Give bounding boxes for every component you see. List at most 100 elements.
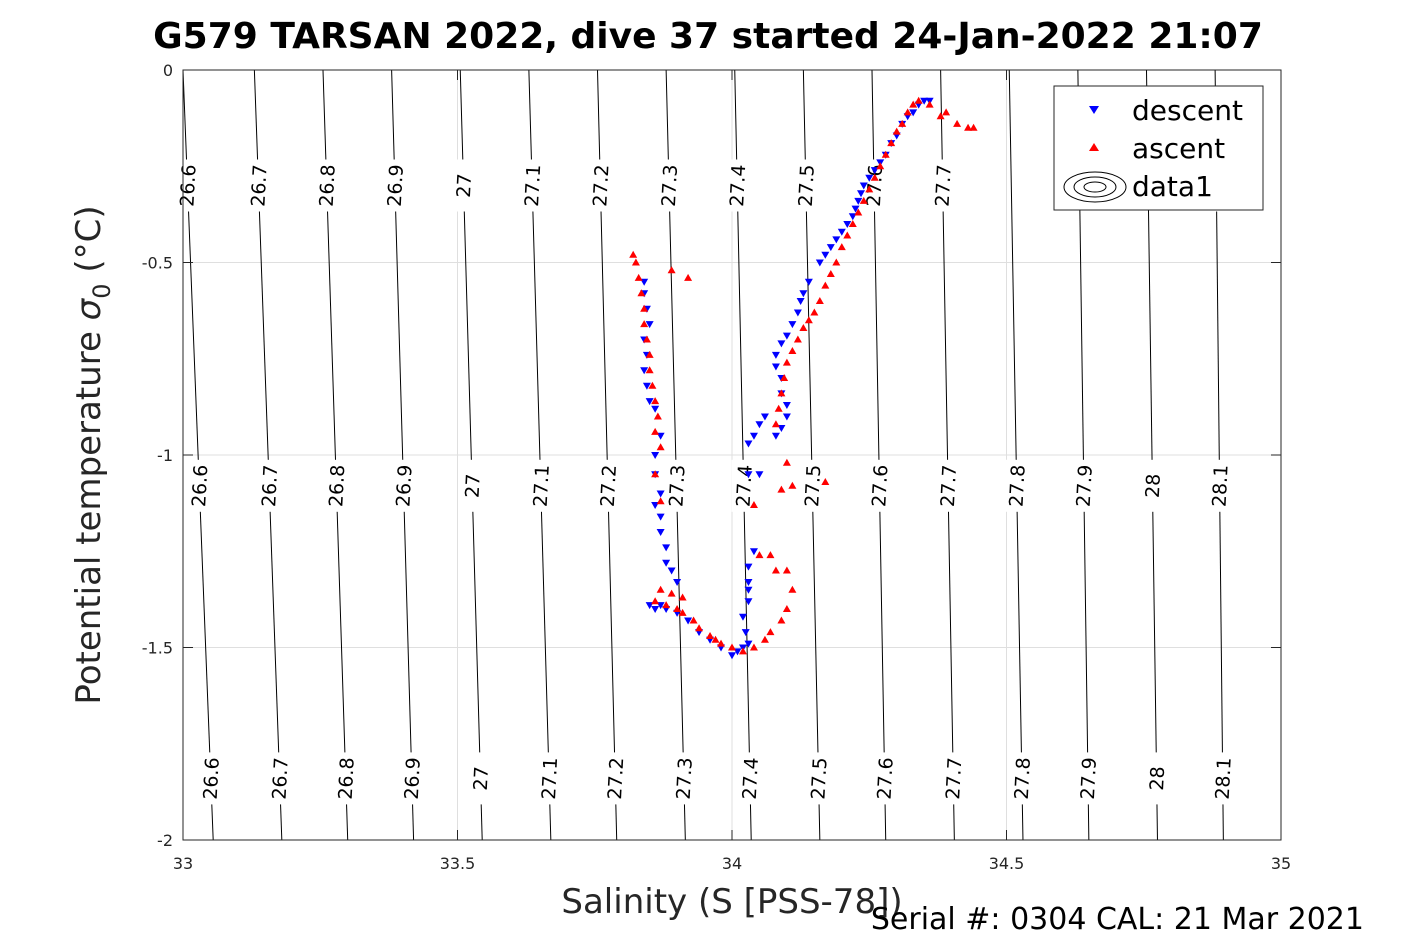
- ascent-point: [854, 208, 863, 216]
- contour-label: 27: [470, 766, 493, 791]
- descent-point: [744, 579, 753, 587]
- ascent-point: [782, 458, 791, 466]
- x-tick-label: 35: [1271, 854, 1291, 873]
- descent-point: [771, 351, 780, 359]
- contour-label: 26.6: [176, 164, 200, 207]
- descent-point: [684, 617, 693, 625]
- chart-title: G579 TARSAN 2022, dive 37 started 24-Jan…: [153, 16, 1263, 57]
- contour-label: 27.8: [1011, 757, 1035, 800]
- contour-label-background: [930, 159, 955, 212]
- ascent-point: [766, 628, 775, 636]
- density-contours: 26.6 26.7 26.8 26.9 27 27.1 27.2 27.3 27.4 27.5 27…: [175, 69, 1236, 841]
- contour-label-background: [595, 459, 620, 512]
- descent-point: [744, 586, 753, 594]
- contour-label-background: [187, 459, 212, 512]
- ascent-point: [832, 258, 841, 266]
- ascent-point: [969, 123, 978, 131]
- ascent-point: [771, 566, 780, 574]
- contour-label-background: [451, 159, 476, 212]
- x-tick-label: 34: [722, 854, 742, 873]
- descent-point: [865, 174, 874, 182]
- ascent-point: [667, 589, 676, 597]
- contour-label: 27: [453, 173, 476, 198]
- ascent-point: [964, 123, 973, 131]
- descent-point: [744, 640, 753, 648]
- ascent-point: [678, 593, 687, 601]
- ascent-point: [887, 139, 896, 147]
- contour-label-background: [671, 752, 696, 805]
- y-axis-label-subscript: 0: [88, 283, 116, 298]
- descent-point: [832, 236, 841, 244]
- y-tick-label: -2: [157, 831, 173, 850]
- descent-point: [744, 471, 753, 479]
- ascent-point: [777, 389, 786, 397]
- descent-point: [738, 613, 747, 621]
- ascent-point: [793, 335, 802, 343]
- contour-label: 27.6: [874, 757, 898, 800]
- ascent-point: [815, 297, 824, 304]
- ascent-point: [909, 100, 918, 108]
- descent-point: [667, 567, 676, 575]
- descent-point: [793, 309, 802, 317]
- descent-point: [662, 544, 671, 552]
- legend-descent-marker: [1089, 106, 1099, 114]
- ascent-point: [780, 374, 789, 381]
- contour-label: 26.8: [325, 464, 349, 507]
- ascent-point: [695, 624, 704, 632]
- legend-box: [1053, 85, 1264, 211]
- ascent-point: [953, 119, 962, 127]
- contour-label: 27.4: [733, 464, 757, 507]
- contour-label-background: [528, 459, 553, 512]
- contour-label: 27.3: [665, 464, 689, 507]
- descent-point: [656, 513, 665, 521]
- descent-point: [662, 559, 671, 567]
- contour-label-background: [806, 752, 831, 805]
- descent-series: [640, 97, 934, 660]
- x-tick-label: 33.5: [440, 854, 476, 873]
- descent-point: [749, 432, 758, 440]
- contour-label-background: [657, 159, 682, 212]
- contour-label-background: [793, 159, 818, 212]
- ascent-point: [651, 470, 660, 478]
- x-tick-label: 34.5: [989, 854, 1025, 873]
- contour-label: 28.1: [1212, 757, 1236, 800]
- ascent-point: [738, 647, 747, 655]
- contour-label: 26.7: [247, 164, 271, 207]
- descent-point: [857, 190, 866, 198]
- y-axis-label-unit: (°C): [69, 205, 109, 283]
- contour-label: 26.9: [384, 164, 408, 207]
- ascent-point: [782, 358, 791, 366]
- axis-ticks: 33 33.5 34 34.5 35 0 -0.5 -1 -1.5 -2: [142, 61, 1291, 873]
- ascent-point: [865, 185, 874, 193]
- ascent-point: [689, 616, 698, 624]
- descent-point: [815, 259, 824, 267]
- descent-point: [920, 97, 929, 105]
- descent-point: [796, 298, 805, 305]
- contour-label-background: [257, 459, 282, 512]
- ascent-point: [925, 100, 934, 108]
- contour-label-background: [399, 752, 424, 805]
- data-points: [629, 96, 978, 660]
- descent-point: [645, 398, 654, 406]
- contour-label-background: [468, 752, 493, 805]
- ascent-point: [898, 119, 907, 127]
- contour-label: 27.3: [658, 164, 682, 207]
- ascent-point: [651, 397, 660, 405]
- ascent-point: [788, 481, 797, 489]
- contour-label-background: [941, 752, 966, 805]
- serial-calibration-footer: Serial #: 0304 CAL: 21 Mar 2021: [871, 902, 1364, 937]
- x-tick-label: 33: [173, 854, 193, 873]
- descent-point: [843, 221, 852, 228]
- contour-label-background: [267, 752, 292, 805]
- legend-ascent-marker: [1089, 143, 1099, 151]
- contour-label: 27.4: [726, 164, 750, 207]
- contour-label-background: [867, 459, 892, 512]
- descent-point: [837, 228, 846, 236]
- ascent-point: [645, 350, 654, 358]
- descent-point: [782, 413, 791, 421]
- ascent-point: [936, 112, 945, 120]
- descent-point: [744, 563, 753, 571]
- contour-label-background: [731, 459, 756, 512]
- legend: descent ascent data1: [1053, 85, 1264, 211]
- isopycnal-line: [1008, 69, 1024, 841]
